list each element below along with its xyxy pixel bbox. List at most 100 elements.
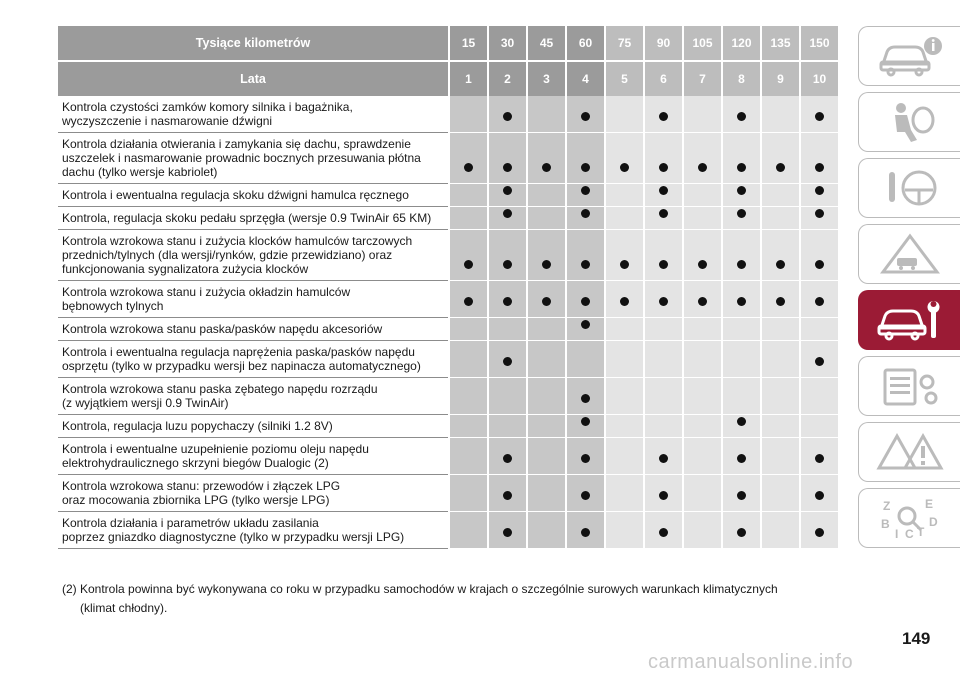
scheduled-check-dot xyxy=(737,112,746,121)
schedule-cell xyxy=(487,184,526,207)
year-header-cell: 6 xyxy=(643,62,682,96)
scheduled-check-dot xyxy=(659,491,668,500)
schedule-cell xyxy=(526,378,565,415)
scheduled-check-dot xyxy=(542,163,551,172)
scheduled-check-dot xyxy=(581,394,590,403)
schedule-cell xyxy=(565,207,604,230)
schedule-body: Kontrola czystości zamków komory silnika… xyxy=(58,96,838,549)
footnote: (2) Kontrola powinna być wykonywana co r… xyxy=(62,580,832,618)
schedule-cell xyxy=(526,96,565,133)
operation-line: Kontrola i ewentualna regulacja skoku dź… xyxy=(62,188,409,202)
schedule-row: Kontrola i ewentualna regulacja skoku dź… xyxy=(58,184,838,207)
car-info-icon xyxy=(879,37,942,77)
schedule-cell xyxy=(760,230,799,281)
warning-triangle-icon xyxy=(879,233,940,274)
schedule-cell xyxy=(604,475,643,512)
operation-description: Kontrola i ewentualne uzupełnienie pozio… xyxy=(58,438,448,475)
schedule-cell xyxy=(604,207,643,230)
footnote-line-2: (klimat chłodny). xyxy=(80,601,168,615)
schedule-cell xyxy=(799,318,838,341)
tab-emergency[interactable] xyxy=(858,224,960,284)
tab-car-info[interactable] xyxy=(858,26,960,86)
schedule-cell xyxy=(760,415,799,438)
schedule-cell xyxy=(799,207,838,230)
scheduled-check-dot xyxy=(503,528,512,537)
scheduled-check-dot xyxy=(581,209,590,218)
schedule-cell xyxy=(448,207,487,230)
schedule-cell xyxy=(526,475,565,512)
tab-maintenance[interactable] xyxy=(858,290,960,350)
year-header-cell: 10 xyxy=(799,62,838,96)
operation-description: Kontrola i ewentualna regulacja naprężen… xyxy=(58,341,448,378)
hazard-icon xyxy=(875,432,944,470)
tab-driving[interactable] xyxy=(858,158,960,218)
schedule-cell xyxy=(565,133,604,184)
schedule-cell xyxy=(604,184,643,207)
schedule-cell xyxy=(721,378,760,415)
operation-line: Kontrola wzrokowa stanu paska zębatego n… xyxy=(62,382,378,396)
schedule-cell xyxy=(448,438,487,475)
scheduled-check-dot xyxy=(737,454,746,463)
schedule-cell xyxy=(526,207,565,230)
tab-technical-data[interactable] xyxy=(858,356,960,416)
schedule-cell xyxy=(448,318,487,341)
scheduled-check-dot xyxy=(503,163,512,172)
schedule-cell xyxy=(721,341,760,378)
schedule-cell xyxy=(487,96,526,133)
schedule-cell xyxy=(526,318,565,341)
schedule-cell xyxy=(487,341,526,378)
schedule-cell xyxy=(799,230,838,281)
schedule-row: Kontrola wzrokowa stanu paska/pasków nap… xyxy=(58,318,838,341)
scheduled-check-dot xyxy=(815,357,824,366)
operation-description: Kontrola wzrokowa stanu i zużycia okładz… xyxy=(58,281,448,318)
schedule-cell xyxy=(526,133,565,184)
tab-safety[interactable] xyxy=(858,92,960,152)
schedule-cell xyxy=(448,133,487,184)
scheduled-check-dot xyxy=(659,112,668,121)
schedule-cell xyxy=(487,133,526,184)
year-header-cell: 1 xyxy=(448,62,487,96)
schedule-cell xyxy=(643,184,682,207)
scheduled-check-dot xyxy=(503,186,512,195)
schedule-cell xyxy=(565,318,604,341)
schedule-cell xyxy=(643,415,682,438)
tab-multimedia[interactable] xyxy=(858,422,960,482)
operation-line: Kontrola, regulacja luzu popychaczy (sil… xyxy=(62,419,333,433)
schedule-cell xyxy=(448,341,487,378)
schedule-row: Kontrola czystości zamków komory silnika… xyxy=(58,96,838,133)
schedule-row: Kontrola, regulacja luzu popychaczy (sil… xyxy=(58,415,838,438)
footnote-line-1: (2) Kontrola powinna być wykonywana co r… xyxy=(62,582,778,596)
schedule-cell xyxy=(799,438,838,475)
operation-line: Kontrola i ewentualne uzupełnienie pozio… xyxy=(62,442,369,456)
schedule-cell xyxy=(604,133,643,184)
schedule-row: Kontrola działania i parametrów układu z… xyxy=(58,512,838,549)
scheduled-check-dot xyxy=(659,297,668,306)
header-km-row: Tysiące kilometrów 15 30 45 60 75 90 105 120 135… xyxy=(58,26,838,60)
scheduled-check-dot xyxy=(698,297,707,306)
schedule-cell xyxy=(721,207,760,230)
schedule-cell xyxy=(643,96,682,133)
operation-description: Kontrola działania otwierania i zamykani… xyxy=(58,133,448,184)
operation-line: osprzętu (tylko w przypadku wersji bez n… xyxy=(62,359,421,373)
scheduled-check-dot xyxy=(581,320,590,329)
maintenance-schedule-table: Tysiące kilometrów 15 30 45 60 75 90 105 120 135… xyxy=(58,26,838,549)
schedule-cell xyxy=(448,281,487,318)
scheduled-check-dot xyxy=(737,528,746,537)
schedule-cell xyxy=(682,318,721,341)
schedule-cell xyxy=(565,281,604,318)
schedule-cell xyxy=(799,133,838,184)
scheduled-check-dot xyxy=(737,186,746,195)
schedule-cell xyxy=(604,512,643,549)
schedule-cell xyxy=(565,512,604,549)
schedule-cell xyxy=(487,512,526,549)
scheduled-check-dot xyxy=(737,163,746,172)
schedule-cell xyxy=(721,184,760,207)
schedule-cell xyxy=(760,475,799,512)
schedule-row: Kontrola, regulacja skoku pedału sprzęgł… xyxy=(58,207,838,230)
schedule-cell xyxy=(565,230,604,281)
schedule-cell xyxy=(448,184,487,207)
schedule-cell xyxy=(799,475,838,512)
schedule-cell xyxy=(721,438,760,475)
